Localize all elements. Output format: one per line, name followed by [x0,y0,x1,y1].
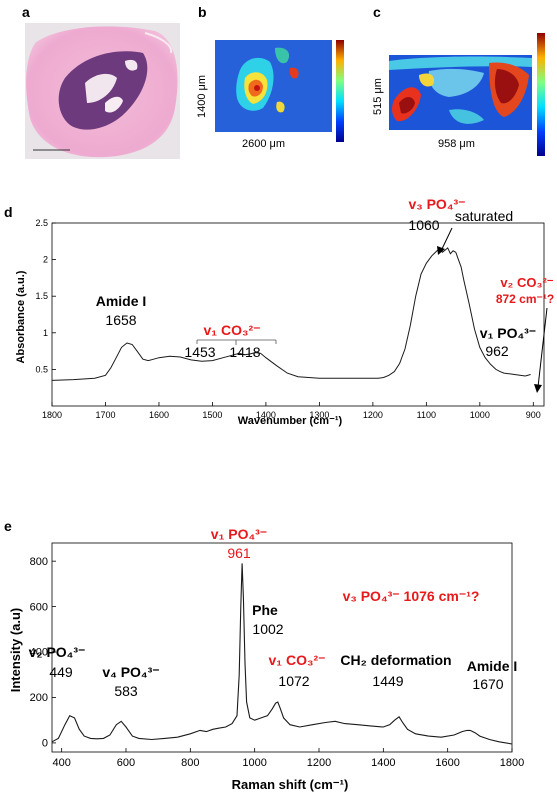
colorbar-c [537,33,545,156]
chemical-map-b [215,40,332,132]
ftir-x-tick-label: 1400 [256,410,276,420]
ftir-co3-label: v₁ CO₃²⁻ [204,322,261,338]
raman-amide-value: 1670 [472,676,503,692]
raman-amide-label: Amide I [467,658,518,674]
panel-e-letter: e [4,518,12,534]
panel-b-letter: b [198,4,207,20]
ftir-co3-v2-arrow [537,307,548,388]
ftir-amide-value: 1658 [105,312,136,328]
raman-x-tick-label: 800 [181,757,199,769]
raman-ylabel: Intensity (a.u) [8,608,23,693]
raman-x-tick-label: 1800 [500,757,524,769]
raman-co3-value: 1072 [278,673,309,689]
raman-ch2-value: 1449 [372,673,403,689]
ftir-x-tick-label: 1700 [95,410,115,420]
ftir-series-line [51,247,531,381]
ftir-y-tick-label: 1 [43,328,48,338]
panel-d-letter: d [4,204,13,220]
map-c-height-label: 515 μm [372,78,384,115]
ftir-frame [51,222,545,407]
raman-po4-v1-value: 961 [227,545,251,561]
ftir-x-tick-label: 1600 [149,410,169,420]
raman-ticks: 400 600 800 1000 1200 1400 1600 1800 0 200 400 600 8… [30,556,525,769]
raman-frame [51,542,513,753]
raman-co3-label: v₁ CO₃²⁻ [269,652,326,668]
ftir-y-tick-label: 1.5 [35,291,48,301]
ftir-x-tick-label: 1200 [363,410,383,420]
raman-x-tick-label: 600 [117,757,135,769]
ftir-y-tick-label: 0.5 [35,364,48,374]
raman-po4-v3-note: v₃ PO₄³⁻ 1076 cm⁻¹? [343,588,480,604]
ftir-co3-value-2: 1418 [229,344,260,360]
ftir-y-tick-label: 2.5 [35,218,48,228]
ftir-ticks: 1800 1700 1600 1500 1400 1300 1200 1100 1000 900 0… [35,218,540,420]
ftir-saturated-note: saturated [455,208,513,224]
ftir-y-tick-label: 2 [43,255,48,265]
raman-series-line [51,563,513,745]
raman-x-tick-label: 1400 [371,757,395,769]
ftir-amide-label: Amide I [96,293,147,309]
raman-y-tick-label: 400 [30,647,48,659]
raman-y-tick-label: 800 [30,556,48,568]
chemical-map-c [389,55,532,130]
ftir-x-tick-label: 1800 [42,410,62,420]
ftir-axes [51,222,545,407]
map-b-width-label: 2600 μm [242,138,286,150]
raman-x-tick-label: 1000 [242,757,266,769]
raman-xlabel: Raman shift (cm⁻¹) [232,777,349,792]
raman-po4-v2-value: 449 [49,664,73,680]
histology-image [25,23,180,159]
colorbar-b [336,40,344,142]
ftir-co3-v2-label: v₂ CO₃²⁻ [500,275,553,290]
raman-y-tick-label: 200 [30,692,48,704]
raman-phe-value: 1002 [252,621,283,637]
map-c-width-label: 958 μm [438,138,475,150]
ftir-po4-v3-value: 1060 [408,217,439,233]
ftir-x-tick-label: 1500 [202,410,222,420]
raman-phe-label: Phe [252,602,278,618]
ftir-x-tick-label: 1000 [470,410,490,420]
raman-y-tick-label: 0 [42,738,48,750]
ftir-co3-value-1: 1453 [184,344,215,360]
raman-ch2-label: CH₂ deformation [340,652,451,668]
raman-po4-v4-label: v₄ PO₄³⁻ [102,664,159,680]
ftir-co3-v2-value: 872 cm⁻¹? [496,292,554,306]
raman-po4-v2-label: v₂ PO₄³⁻ [29,644,86,660]
ftir-po4-v1-label: v₁ PO₄³⁻ [480,325,536,341]
panel-c-letter: c [373,4,381,20]
raman-po4-v4-value: 583 [114,683,138,699]
raman-axes [51,542,513,753]
ftir-po4-v3-label: v₃ PO₄³⁻ [408,196,465,212]
ftir-xlabel: Wavenumber (cm⁻¹) [238,415,343,427]
raman-y-tick-label: 600 [30,601,48,613]
ftir-ylabel: Absorbance (a.u.) [15,270,27,363]
raman-po4-v1-label: v₁ PO₄³⁻ [211,526,267,542]
panel-a-letter: a [22,4,30,20]
raman-x-tick-label: 400 [52,757,70,769]
ftir-po4-v1-value: 962 [485,343,509,359]
ftir-x-tick-label: 900 [526,410,541,420]
raman-x-tick-label: 1200 [307,757,331,769]
raman-x-tick-label: 1600 [435,757,459,769]
ftir-x-tick-label: 1300 [309,410,329,420]
raman-chart: 400 600 800 1000 1200 1400 1600 1800 0 200 400 600 8… [8,526,525,792]
ftir-chart: 1800 1700 1600 1500 1400 1300 1200 1100 1000 900 0… [15,196,554,427]
map-b-height-label: 1400 μm [196,74,208,118]
ftir-x-tick-label: 1100 [417,410,436,420]
ftir-saturated-arrow [440,227,453,252]
